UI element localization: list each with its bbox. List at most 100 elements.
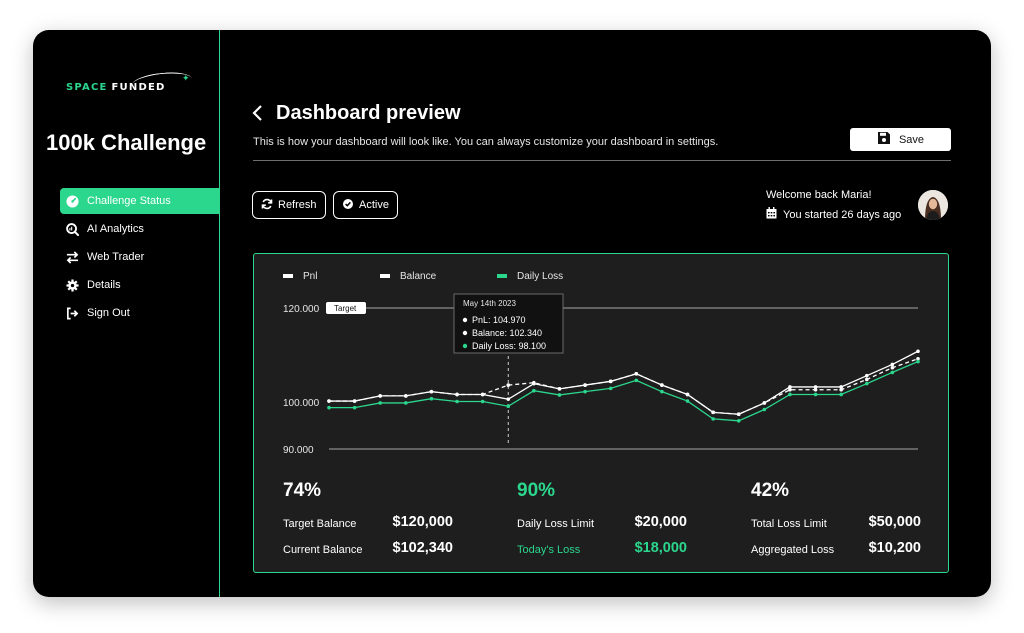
stat-column-target: 74% Target Balance $120,000 Current Bala… <box>283 480 453 564</box>
arrows-swap-icon <box>65 250 79 264</box>
data-point <box>890 362 895 367</box>
floppy-disk-icon <box>877 131 891 148</box>
data-point <box>634 378 639 383</box>
data-point <box>608 379 613 384</box>
stat-label: Daily Loss Limit <box>517 518 595 530</box>
stat-label: Total Loss Limit <box>751 518 827 530</box>
challenge-title: 100k Challenge <box>46 130 207 155</box>
data-point <box>352 399 357 403</box>
legend-label: Daily Loss <box>517 271 563 282</box>
stats-panel: 74% Target Balance $120,000 Current Bala… <box>254 480 950 570</box>
started-text: You started 26 days ago <box>783 208 902 221</box>
data-point <box>736 419 741 423</box>
data-point <box>327 405 331 410</box>
save-button-label: Save <box>898 133 925 146</box>
stat-percentage: 74% <box>283 480 322 501</box>
save-button[interactable]: Save <box>850 128 951 151</box>
sidebar-item-label: Sign Out <box>87 307 130 319</box>
data-point <box>839 392 843 397</box>
data-point <box>404 401 408 405</box>
stat-label: Target Balance <box>283 518 357 530</box>
data-point <box>583 383 587 387</box>
tooltip-dot <box>462 317 468 323</box>
calendar-icon <box>766 207 777 222</box>
tooltip-value: Balance: 102.340 <box>472 328 542 338</box>
back-chevron-icon[interactable] <box>251 103 265 123</box>
stat-percentage: 42% <box>751 480 790 501</box>
sidebar-item-label: Web Trader <box>87 251 145 263</box>
data-point <box>378 401 383 405</box>
started-info: You started 26 days ago <box>766 207 901 222</box>
avatar[interactable] <box>918 190 948 220</box>
data-point <box>634 372 639 376</box>
data-point <box>455 399 459 404</box>
data-point <box>557 387 562 391</box>
data-point <box>685 399 690 403</box>
data-point <box>532 380 536 385</box>
data-point <box>788 387 792 392</box>
stat-row: Daily Loss Limit $20,000 <box>517 512 687 538</box>
sidebar-item-label: AI Analytics <box>87 223 144 235</box>
data-point <box>557 393 562 397</box>
tooltip-date: May 14th 2023 <box>463 299 516 308</box>
sidebar: SPACE FUNDED ✦ 100k Challenge Challenge … <box>33 30 220 597</box>
stat-value: $50,000 <box>868 514 921 530</box>
data-point <box>506 383 511 387</box>
tooltip-value: Daily Loss: 98.100 <box>472 341 546 351</box>
gauge-icon <box>65 194 79 208</box>
stat-value: $120,000 <box>392 514 453 530</box>
legend-label: Balance <box>400 271 437 282</box>
data-point <box>916 349 920 354</box>
page-subtitle: This is how your dashboard will look lik… <box>253 136 719 148</box>
y-tick-label: 90.000 <box>283 445 314 456</box>
header-divider <box>253 160 951 161</box>
data-point <box>404 394 408 398</box>
stat-column-daily-loss: 90% Daily Loss Limit $20,000 Today's Los… <box>517 480 687 564</box>
data-point <box>864 373 869 378</box>
data-point <box>429 389 434 394</box>
data-point <box>506 397 511 401</box>
data-point <box>864 381 869 386</box>
data-point <box>736 412 741 417</box>
stat-label: Today's Loss <box>517 544 581 556</box>
data-point <box>788 385 792 389</box>
data-point <box>685 392 690 397</box>
tooltip-value: PnL: 104.970 <box>472 315 526 325</box>
data-point <box>378 394 383 398</box>
active-button-label: Active <box>359 199 389 211</box>
app-window: SPACE FUNDED ✦ 100k Challenge Challenge … <box>33 30 991 597</box>
chart-tooltip <box>453 293 564 354</box>
data-point <box>890 365 895 370</box>
tooltip-dot <box>462 330 468 336</box>
refresh-button[interactable]: Refresh <box>252 191 326 219</box>
series-line <box>329 358 919 415</box>
data-point <box>506 404 511 409</box>
active-status-button[interactable]: Active <box>333 191 398 219</box>
data-point <box>839 387 843 392</box>
analytics-search-icon <box>65 222 79 236</box>
pnl-chart: Pnl Balance Daily Loss 120.000 100.000 90.000… <box>283 271 920 456</box>
sidebar-item-ai-analytics[interactable]: AI Analytics <box>60 216 220 242</box>
logo: SPACE FUNDED ✦ <box>66 69 193 95</box>
legend-swatch <box>283 274 293 278</box>
data-point <box>532 388 536 393</box>
sidebar-item-details[interactable]: Details <box>60 272 220 298</box>
sidebar-item-sign-out[interactable]: Sign Out <box>60 300 220 326</box>
sidebar-item-label: Challenge Status <box>87 195 171 207</box>
stat-label: Current Balance <box>283 544 363 556</box>
data-point <box>711 410 715 415</box>
stat-row: Aggregated Loss $10,200 <box>751 538 921 564</box>
stat-value: $18,000 <box>634 540 687 556</box>
sidebar-item-web-trader[interactable]: Web Trader <box>60 244 220 270</box>
data-point <box>839 385 843 389</box>
data-point <box>608 386 613 391</box>
logo-text-space: SPACE <box>66 82 108 93</box>
data-point <box>660 383 664 387</box>
data-point <box>352 405 357 410</box>
data-point <box>762 407 767 412</box>
stat-value: $102,340 <box>392 540 453 556</box>
check-circle-icon <box>342 198 354 213</box>
sidebar-item-challenge-status[interactable]: Challenge Status <box>60 188 220 214</box>
data-point <box>455 392 459 397</box>
stat-row: Current Balance $102,340 <box>283 538 453 564</box>
